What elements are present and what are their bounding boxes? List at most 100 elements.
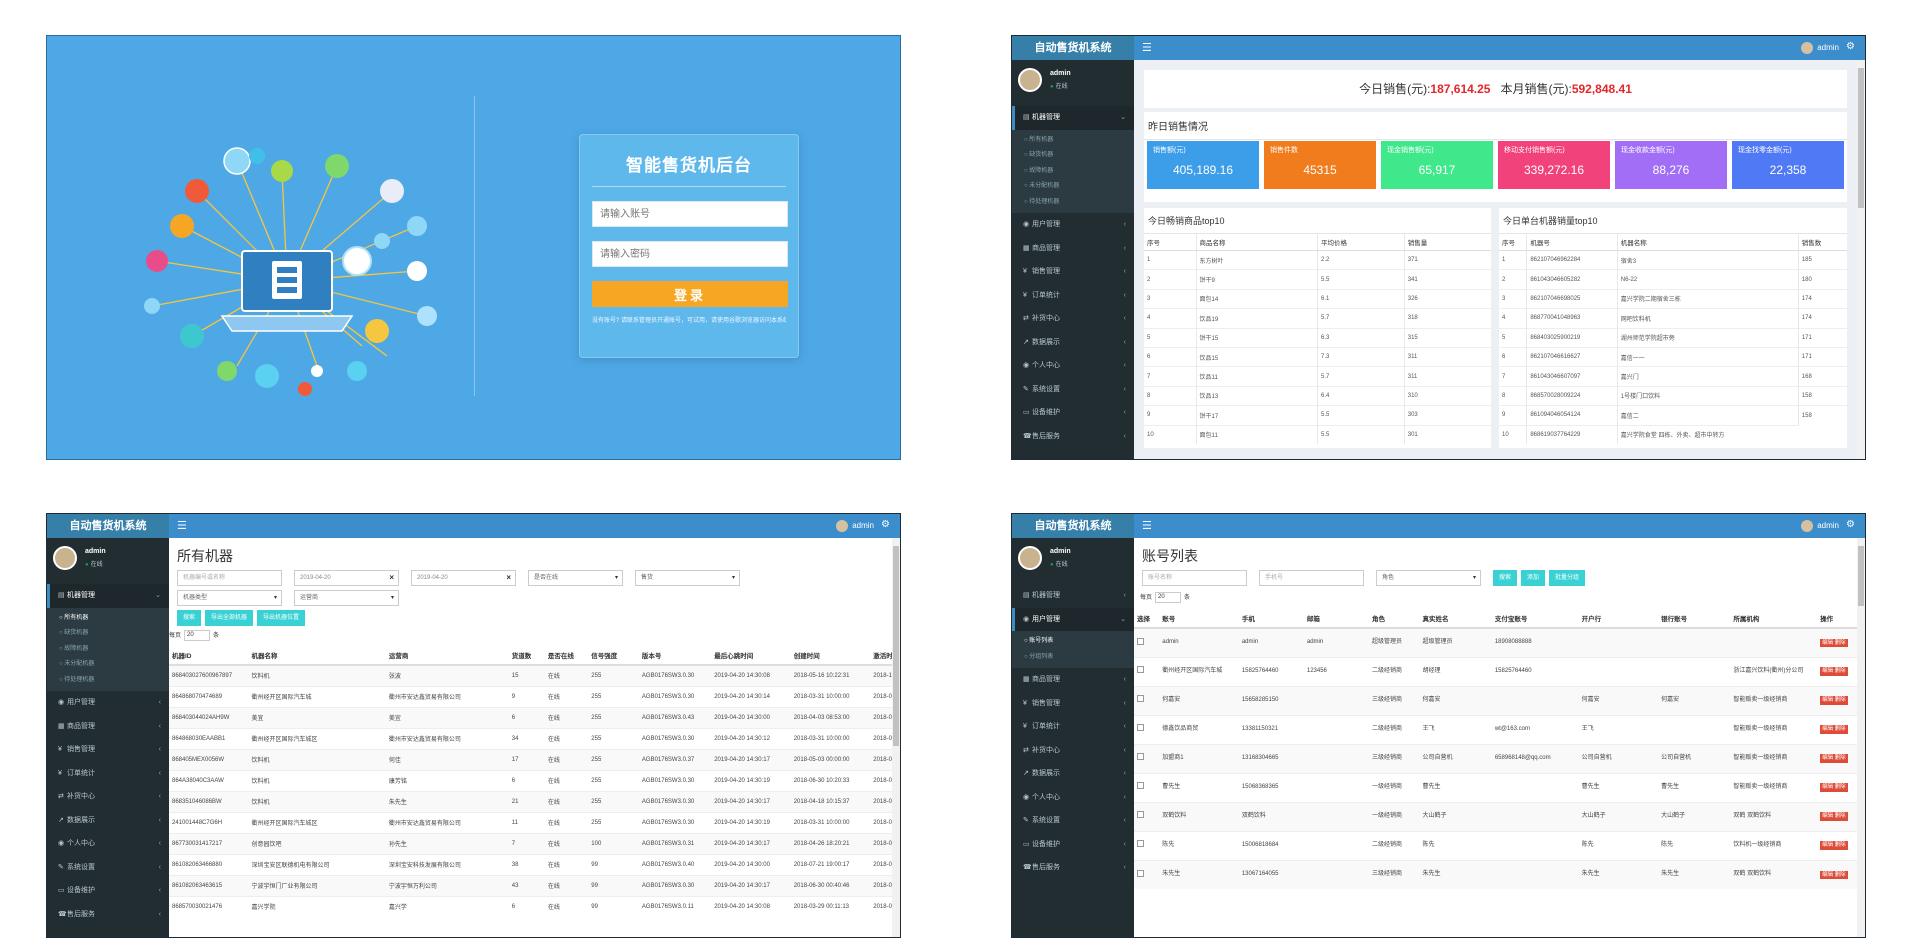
date-from-input[interactable]: 2019-04-20 ×	[294, 570, 399, 586]
phone-search-input[interactable]: 手机号	[1259, 570, 1364, 586]
column-header[interactable]: 所属机构	[1730, 608, 1818, 629]
sidebar-item-personal[interactable]: ◉ 个人中心 ‹	[47, 832, 169, 856]
sidebar-item-maintenance[interactable]: ▭ 设备维护 ‹	[1012, 401, 1134, 425]
user-menu[interactable]: admin	[1801, 42, 1839, 54]
edit-delete-button[interactable]: 编辑 删除	[1820, 812, 1848, 821]
app-logo[interactable]: 自动售货机系统	[47, 514, 169, 538]
column-header[interactable]: 手机	[1238, 608, 1304, 629]
sidebar-item-maintenance[interactable]: ▭ 设备维护 ‹	[1012, 833, 1134, 857]
table-cell[interactable]: 868405MEX0056W	[169, 748, 249, 770]
column-header[interactable]: 真实姓名	[1419, 608, 1492, 629]
menu-toggle-icon[interactable]: ☰	[177, 520, 187, 532]
sidebar-item-personal[interactable]: ◉ 个人中心 ‹	[1012, 786, 1134, 810]
gear-icon[interactable]: ⚙	[1846, 41, 1855, 52]
app-logo[interactable]: 自动售货机系统	[1012, 514, 1134, 538]
sidebar-item-service[interactable]: ☎售后服务 ‹	[47, 903, 169, 927]
column-header[interactable]: 商品名称	[1195, 234, 1318, 251]
column-header[interactable]: 序号	[1499, 234, 1527, 251]
column-header[interactable]: 平均价格	[1316, 234, 1405, 251]
edit-delete-button[interactable]: 编辑 删除	[1820, 638, 1848, 647]
sidebar-item-service[interactable]: ☎售后服务 ‹	[1012, 425, 1134, 449]
submenu-item[interactable]: 缺货机器	[47, 626, 169, 642]
column-header[interactable]: 是否在线	[544, 645, 589, 666]
edit-delete-button[interactable]: 编辑 删除	[1820, 870, 1848, 879]
table-cell[interactable]: 864868070474689	[169, 685, 249, 707]
gear-icon[interactable]: ⚙	[881, 519, 890, 530]
menu-toggle-icon[interactable]: ☰	[1142, 42, 1152, 54]
sidebar-item-orders[interactable]: ¥ 订单统计 ‹	[47, 762, 169, 786]
column-header[interactable]: 机器名称	[1616, 234, 1799, 251]
column-header[interactable]: 角色	[1368, 608, 1420, 629]
row-checkbox[interactable]	[1137, 811, 1144, 819]
search-button[interactable]: 搜索	[177, 610, 202, 626]
column-header[interactable]: 版本号	[638, 645, 712, 666]
sidebar-item-data[interactable]: ↗ 数据展示 ‹	[47, 809, 169, 833]
table-cell[interactable]: 867730031417217	[169, 832, 249, 854]
sidebar-item-data[interactable]: ↗ 数据展示 ‹	[1012, 762, 1134, 786]
column-header[interactable]: 激活时	[870, 645, 892, 666]
sidebar-item-orders[interactable]: ¥ 订单统计 ‹	[1012, 715, 1134, 739]
submenu-item[interactable]: 待处理机器	[47, 673, 169, 689]
sidebar-item-users[interactable]: ◉ 用户管理 ⌄	[1012, 607, 1134, 631]
app-logo[interactable]: 自动售货机系统	[1012, 36, 1134, 60]
gear-icon[interactable]: ⚙	[1846, 519, 1855, 530]
column-header[interactable]: 运营商	[385, 645, 509, 666]
table-cell[interactable]: 868570030021476	[169, 895, 249, 917]
submenu-item[interactable]: 待处理机器	[1012, 195, 1134, 211]
column-header[interactable]: 货道数	[508, 645, 545, 666]
sidebar-item-products[interactable]: ▦ 商品管理 ‹	[1012, 237, 1134, 261]
submenu-item[interactable]: 未分配机器	[1012, 179, 1134, 195]
sidebar-item-restock[interactable]: ⇄ 补货中心 ‹	[1012, 739, 1134, 763]
edit-delete-button[interactable]: 编辑 删除	[1820, 725, 1848, 734]
column-header[interactable]: 销售数	[1797, 234, 1847, 251]
row-checkbox[interactable]	[1137, 869, 1144, 877]
password-input[interactable]	[592, 241, 788, 267]
sidebar-item-machines[interactable]: ▤ 机器管理 ‹	[1012, 584, 1134, 608]
sidebar-item-personal[interactable]: ◉ 个人中心 ‹	[1012, 354, 1134, 378]
role-select[interactable]: 角色 ▾	[1376, 570, 1481, 586]
column-header[interactable]: 创建时间	[790, 645, 871, 666]
online-select[interactable]: 是否在线 ▾	[528, 570, 623, 586]
user-menu[interactable]: admin	[1801, 520, 1839, 532]
sidebar-item-products[interactable]: ▦ 商品管理 ‹	[47, 715, 169, 739]
sidebar-item-service[interactable]: ☎售后服务 ‹	[1012, 856, 1134, 880]
column-header[interactable]: 机器号	[1526, 234, 1618, 251]
sidebar-item-orders[interactable]: ¥ 订单统计 ‹	[1012, 284, 1134, 308]
table-cell[interactable]: 241001448C7G6H	[169, 811, 249, 833]
column-header[interactable]: 信号强度	[588, 645, 639, 666]
table-cell[interactable]: 864868030EAABB1	[169, 727, 249, 749]
machine-search-input[interactable]: 机器编号或名称	[177, 570, 282, 586]
table-cell[interactable]: 861082063463615	[169, 874, 249, 896]
column-header[interactable]: 银行账号	[1658, 608, 1731, 629]
submenu-item[interactable]: 故障机器	[47, 642, 169, 658]
column-header[interactable]: 开户行	[1578, 608, 1659, 629]
column-header[interactable]: 账号	[1159, 608, 1239, 629]
per-page-select[interactable]: 20	[184, 630, 211, 641]
row-checkbox[interactable]	[1137, 666, 1144, 674]
type-select[interactable]: 售货 ▾	[635, 570, 740, 586]
sidebar-item-sales[interactable]: ¥ 销售管理 ‹	[1012, 692, 1134, 716]
sidebar-item-users[interactable]: ◉ 用户管理 ‹	[1012, 213, 1134, 237]
sidebar-item-sales[interactable]: ¥ 销售管理 ‹	[47, 738, 169, 762]
sidebar-item-settings[interactable]: ✎ 系统设置 ‹	[1012, 809, 1134, 833]
date-to-input[interactable]: 2019-04-20 ×	[411, 570, 516, 586]
export-location-button[interactable]: 导出机器位置	[257, 610, 306, 626]
menu-toggle-icon[interactable]: ☰	[1142, 520, 1152, 532]
login-button[interactable]: 登录	[592, 281, 788, 307]
sidebar-item-machines[interactable]: ▤ 机器管理 ⌄	[47, 584, 169, 608]
batch-group-button[interactable]: 批量分组	[1549, 570, 1586, 586]
edit-delete-button[interactable]: 编辑 删除	[1820, 696, 1848, 705]
column-header[interactable]: 邮箱	[1303, 608, 1369, 629]
column-header[interactable]: 机器名称	[248, 645, 386, 666]
table-cell[interactable]: 868403044024AH9W	[169, 706, 249, 728]
column-header[interactable]: 机器ID	[169, 645, 249, 666]
submenu-item-all-machines[interactable]: 所有机器	[47, 611, 169, 627]
submenu-item[interactable]: 故障机器	[1012, 164, 1134, 180]
table-cell[interactable]: 864A38040C3AAW	[169, 769, 249, 791]
submenu-item[interactable]: 未分配机器	[47, 657, 169, 673]
table-cell[interactable]: 861082063466880	[169, 853, 249, 875]
sidebar-item-restock[interactable]: ⇄ 补货中心 ‹	[1012, 307, 1134, 331]
row-checkbox[interactable]	[1137, 782, 1144, 790]
edit-delete-button[interactable]: 编辑 删除	[1820, 783, 1848, 792]
column-header[interactable]: 销售量	[1403, 234, 1491, 251]
